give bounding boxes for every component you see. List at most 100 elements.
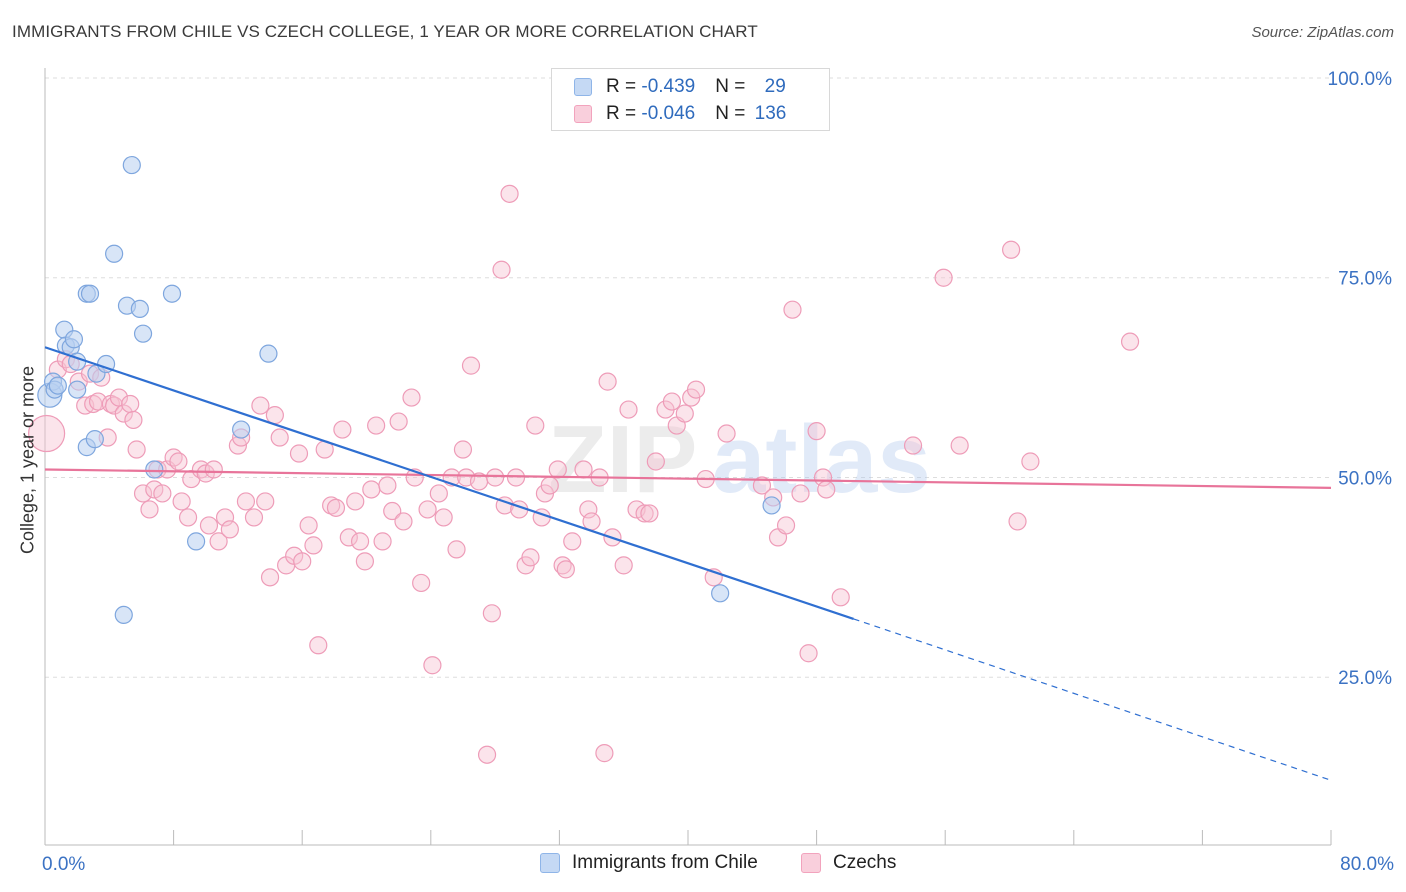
czech-point	[717, 424, 736, 443]
czech-point	[178, 508, 198, 527]
chart-source: Source: ZipAtlas.com	[1251, 24, 1394, 41]
czech-point	[204, 460, 223, 479]
bottom-legend-swatch-chile	[540, 853, 560, 873]
legend-n-value: 136	[754, 103, 787, 124]
czech-point	[640, 504, 659, 523]
czech-point	[251, 396, 270, 415]
czech-point	[304, 536, 323, 555]
czech-point	[646, 452, 665, 471]
bottom-legend-czech: Czechs	[801, 852, 896, 874]
czech-point	[362, 480, 381, 499]
bottom-legend-chile: Immigrants from Chile	[540, 852, 758, 874]
czech-point	[121, 394, 140, 414]
legend-swatch-czech	[574, 105, 592, 123]
czech-point	[461, 356, 481, 375]
czech-point	[84, 394, 103, 414]
czech-point	[418, 500, 437, 519]
czech-point	[256, 492, 275, 511]
legend-swatch-chile	[574, 78, 592, 96]
czech-point	[477, 745, 497, 764]
chile-point	[187, 532, 206, 551]
chile-point	[259, 344, 278, 363]
czech-point	[831, 588, 850, 607]
czech-point	[346, 492, 365, 511]
axes	[44, 68, 1332, 846]
czech-point	[394, 512, 413, 531]
czech-point	[309, 636, 328, 655]
legend-r-value: -0.046	[641, 103, 696, 124]
czech-point	[563, 532, 582, 551]
chile-trend-extension	[853, 618, 1332, 781]
czech-point	[582, 512, 601, 531]
y-tick-label: 50.0%	[1338, 468, 1392, 489]
legend-r-label: R =	[606, 103, 642, 124]
chile-point	[130, 299, 149, 318]
czech-point	[526, 416, 545, 435]
czech-point	[373, 532, 392, 551]
czech-point	[506, 468, 526, 487]
czech-point	[412, 573, 431, 593]
czech-point	[169, 452, 188, 471]
czech-point	[153, 484, 172, 503]
czech-point	[289, 444, 309, 463]
czech-point	[339, 528, 358, 547]
czech-point	[783, 300, 802, 319]
czech-point	[482, 604, 501, 623]
czech-point	[1120, 332, 1140, 351]
czech-point	[383, 501, 402, 521]
czech-point	[423, 656, 442, 675]
czech-point	[799, 644, 818, 663]
czech-point	[127, 440, 146, 459]
czech-point	[293, 552, 312, 571]
czech-point	[903, 436, 923, 455]
czech-point	[124, 410, 143, 430]
chile-point	[162, 284, 182, 303]
chile-point	[133, 324, 153, 343]
czech-point	[434, 508, 453, 527]
czech-point	[598, 372, 617, 391]
czech-point	[333, 420, 352, 439]
czech-point	[447, 540, 466, 559]
bottom-legend-label-chile: Immigrants from Chile	[572, 852, 758, 873]
czech-point	[133, 484, 153, 503]
czech-point	[355, 552, 374, 571]
legend-r-label: R =	[606, 76, 642, 97]
czech-points	[28, 184, 1140, 764]
czech-point	[172, 492, 191, 511]
bottom-legend-swatch-czech	[801, 853, 821, 873]
chile-point	[68, 380, 87, 399]
czech-point	[244, 508, 264, 527]
czech-point	[521, 548, 540, 567]
chile-point	[122, 155, 141, 175]
czech-point	[500, 184, 519, 203]
czech-point	[807, 422, 826, 441]
chile-point	[145, 460, 164, 479]
czech-point	[791, 484, 810, 503]
czech-point	[367, 416, 386, 435]
y-tick-label: 25.0%	[1338, 668, 1392, 689]
legend-r-value: -0.439	[641, 76, 696, 97]
czech-point	[402, 388, 421, 407]
chile-point	[64, 330, 84, 349]
czech-point	[686, 380, 706, 399]
czech-point	[595, 744, 614, 763]
czech-point	[950, 436, 969, 455]
czech-point	[215, 508, 235, 527]
chart-title: IMMIGRANTS FROM CHILE VS CZECH COLLEGE, …	[12, 22, 758, 41]
czech-point	[614, 556, 633, 575]
y-axis-label: College, 1 year or more	[17, 365, 38, 555]
watermark: ZIP atlas	[548, 406, 931, 513]
czech-point	[209, 532, 228, 551]
legend-n-label: N =	[715, 103, 751, 124]
czech-point	[540, 476, 559, 495]
czech-point	[817, 480, 836, 499]
legend-n-label: N =	[715, 76, 751, 97]
czech-point	[220, 520, 239, 539]
czech-point	[486, 468, 505, 487]
tick-labels: 25.0% 50.0% 75.0% 100.0% 0.0% 80.0%	[42, 69, 1394, 875]
czech-point	[389, 412, 408, 431]
legend-n-value: 29	[764, 76, 786, 97]
chile-point	[80, 284, 100, 303]
czech-point	[140, 500, 159, 519]
